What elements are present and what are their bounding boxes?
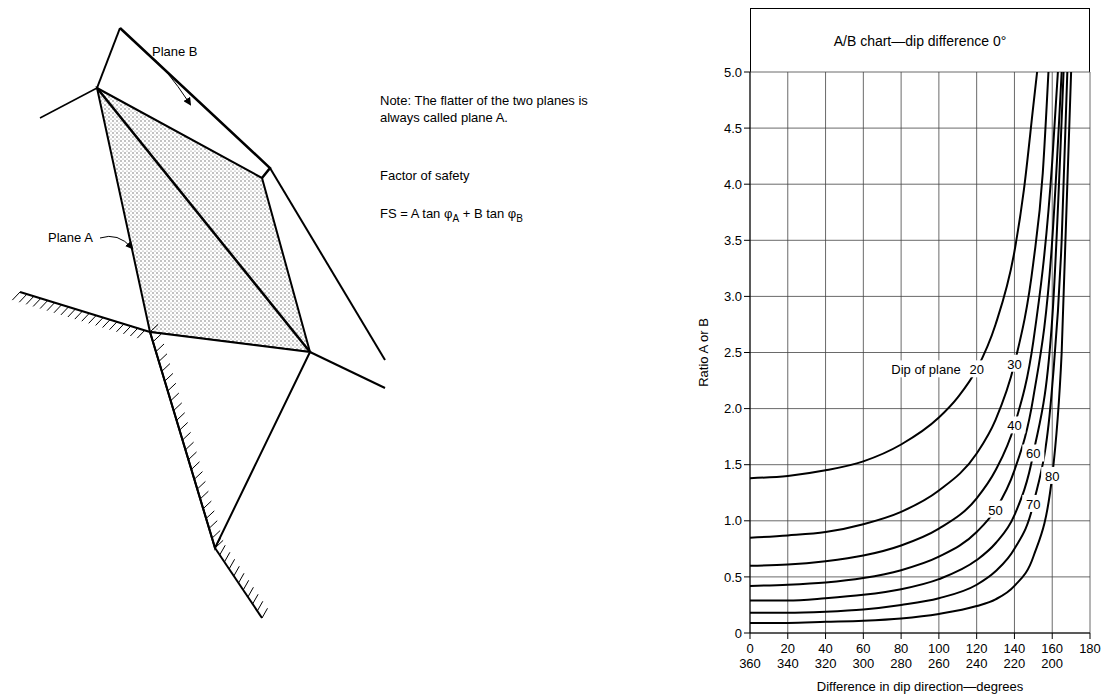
svg-text:30: 30: [1007, 357, 1021, 372]
svg-text:70: 70: [1026, 497, 1040, 512]
svg-text:280: 280: [890, 656, 912, 671]
svg-text:160: 160: [1041, 641, 1063, 656]
svg-text:260: 260: [928, 656, 950, 671]
svg-text:2.5: 2.5: [724, 345, 742, 360]
svg-text:20: 20: [969, 362, 983, 377]
html-text:A/B chart—dip difference 0°: A/B chart—dip difference 0°: [833, 32, 1007, 49]
svg-text:5.0: 5.0: [724, 65, 742, 80]
svg-text:120: 120: [966, 641, 988, 656]
svg-text:340: 340: [777, 656, 799, 671]
svg-text:4.0: 4.0: [724, 177, 742, 192]
svg-text:200: 200: [1041, 656, 1063, 671]
html-text:Note: The flatter of the two p: Note: The flatter of the two planes is a…: [380, 93, 588, 125]
svg-text:4.5: 4.5: [724, 121, 742, 136]
svg-text:40: 40: [1007, 418, 1021, 433]
svg-text:1.0: 1.0: [724, 513, 742, 528]
svg-text:Difference in dip direction—de: Difference in dip direction—degrees: [817, 679, 1024, 694]
svg-text:60: 60: [856, 641, 870, 656]
svg-text:3.0: 3.0: [724, 289, 742, 304]
svg-text:300: 300: [852, 656, 874, 671]
svg-text:Dip of plane: Dip of plane: [891, 362, 960, 377]
svg-text:2.0: 2.0: [724, 401, 742, 416]
html-text:FS = A tan φA+ B tan φB: FS = A tan φA+ B tan φB: [380, 206, 523, 224]
svg-text:1.5: 1.5: [724, 457, 742, 472]
svg-text:60: 60: [1026, 446, 1040, 461]
html-text:Plane B: Plane B: [152, 44, 198, 59]
html-text:Factor of safety: Factor of safety: [380, 168, 470, 183]
html-text:Plane A: Plane A: [48, 230, 93, 245]
svg-text:220: 220: [1004, 656, 1026, 671]
svg-text:40: 40: [818, 641, 832, 656]
svg-text:3.5: 3.5: [724, 233, 742, 248]
svg-text:0.5: 0.5: [724, 570, 742, 585]
svg-text:0: 0: [735, 626, 742, 641]
svg-text:320: 320: [815, 656, 837, 671]
svg-text:50: 50: [988, 503, 1002, 518]
svg-text:360: 360: [739, 656, 761, 671]
svg-text:0: 0: [746, 641, 753, 656]
svg-text:Ratio A or B: Ratio A or B: [696, 318, 711, 387]
svg-text:140: 140: [1004, 641, 1026, 656]
svg-text:100: 100: [928, 641, 950, 656]
svg-text:20: 20: [781, 641, 795, 656]
svg-text:80: 80: [894, 641, 908, 656]
svg-text:240: 240: [966, 656, 988, 671]
svg-text:80: 80: [1045, 469, 1059, 484]
svg-text:180: 180: [1079, 641, 1101, 656]
